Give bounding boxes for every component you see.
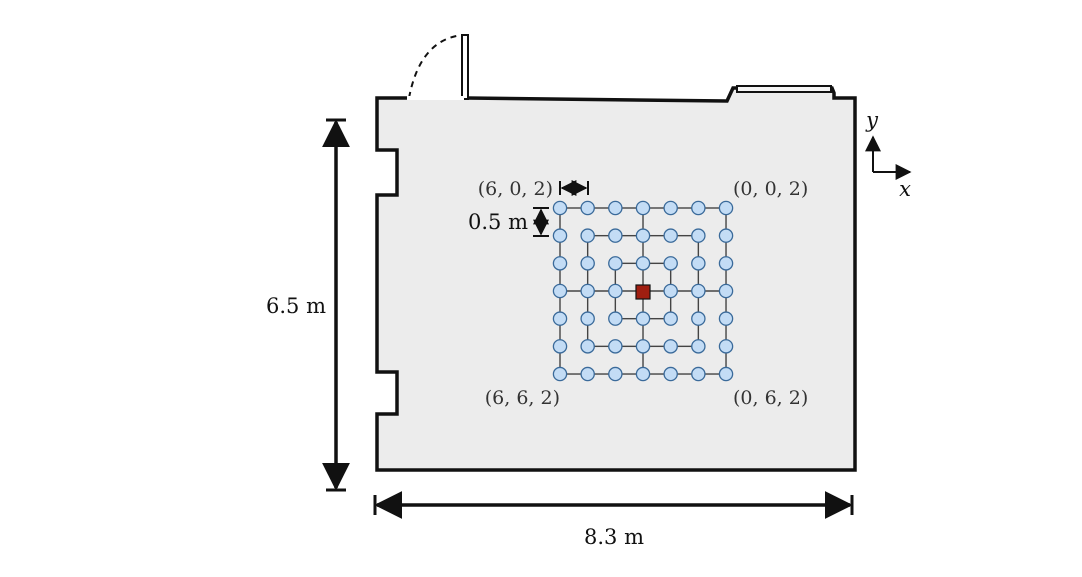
measurement-point [718, 339, 734, 354]
measurement-point [580, 256, 595, 271]
measurement-point [635, 311, 651, 326]
measurement-point [718, 228, 734, 243]
measurement-point [580, 366, 595, 382]
measurement-point [580, 339, 595, 354]
measurement-point [552, 256, 568, 271]
measurement-point [691, 311, 706, 326]
measurement-point [552, 339, 568, 354]
measurement-point [635, 366, 651, 382]
measurement-point [718, 200, 734, 216]
measurement-point [663, 228, 678, 243]
measurement-point [580, 283, 595, 299]
measurement-point [552, 200, 568, 216]
measurement-point [552, 283, 568, 299]
measurement-point [608, 228, 623, 243]
measurement-point [635, 200, 651, 216]
corner-label-top-right: (0, 0, 2) [733, 178, 808, 200]
measurement-point [663, 283, 678, 299]
measurement-point [552, 228, 568, 243]
corner-label-top-left: (6, 0, 2) [478, 178, 553, 200]
measurement-point [608, 256, 623, 271]
measurement-point [691, 228, 706, 243]
measurement-point [552, 366, 568, 382]
measurement-point [608, 283, 623, 299]
measurement-point [691, 256, 706, 271]
measurement-point [580, 311, 595, 326]
corner-label-bottom-left: (6, 6, 2) [485, 387, 560, 409]
measurement-point [580, 228, 595, 243]
height-label: 6.5 m [266, 294, 326, 318]
measurement-point [718, 366, 734, 382]
y-axis-label: y [865, 108, 879, 132]
spacing-label: 0.5 m [468, 210, 528, 234]
width-label: 8.3 m [584, 525, 644, 549]
measurement-points [552, 200, 734, 382]
corner-label-bottom-right: (0, 6, 2) [733, 387, 808, 409]
x-axis-label: x [899, 177, 911, 201]
measurement-point [663, 366, 678, 382]
measurement-point [691, 200, 706, 216]
measurement-point [608, 311, 623, 326]
measurement-point [663, 200, 678, 216]
horizontal-spacing-indicator [559, 180, 589, 196]
door [407, 34, 469, 100]
width-dimension [373, 491, 854, 519]
height-dimension [320, 118, 350, 492]
axes-indicator [865, 135, 912, 180]
measurement-point [663, 311, 678, 326]
center-source [635, 284, 651, 300]
window [736, 85, 832, 93]
measurement-point [608, 200, 623, 216]
measurement-point [635, 256, 651, 271]
measurement-point [608, 366, 623, 382]
measurement-point [635, 339, 651, 354]
vertical-spacing-indicator [533, 207, 549, 237]
measurement-point [663, 339, 678, 354]
measurement-point [691, 366, 706, 382]
measurement-point [635, 228, 651, 243]
measurement-point [552, 311, 568, 326]
measurement-point [580, 200, 595, 216]
measurement-point [663, 256, 678, 271]
measurement-point [691, 283, 706, 299]
measurement-point [608, 339, 623, 354]
measurement-point [718, 311, 734, 326]
measurement-point [718, 256, 734, 271]
measurement-point [718, 283, 734, 299]
measurement-point [691, 339, 706, 354]
